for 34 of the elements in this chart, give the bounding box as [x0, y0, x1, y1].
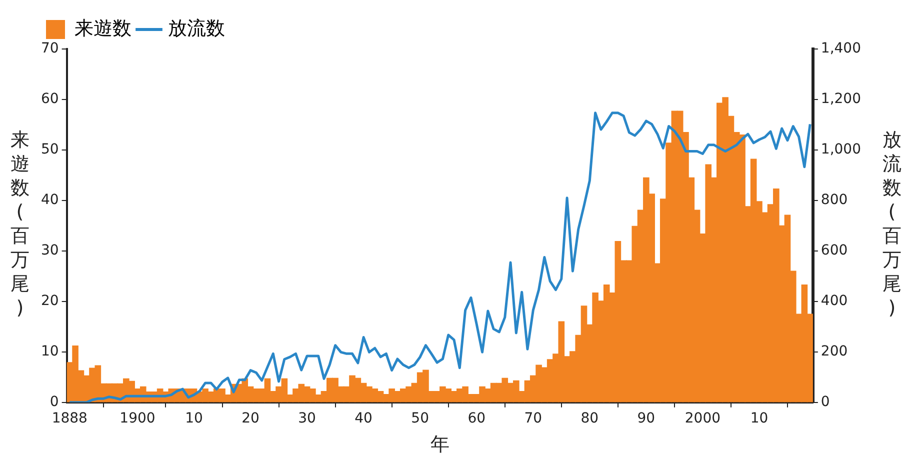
x-tick-label: 60 [468, 410, 486, 426]
y-tick-label: 0 [50, 394, 59, 410]
y-axis-title: 来遊数(百万尾) [10, 128, 30, 320]
x-tick-label: 1888 [52, 410, 88, 426]
y-tick-label: 60 [40, 91, 59, 108]
y2-tick-label: 600 [820, 242, 848, 259]
x-tick-label: 10 [750, 410, 768, 426]
y2-tick-label: 400 [820, 293, 848, 310]
y2-axis-title: 放流数(百万尾) [882, 128, 902, 320]
x-tick-label: 80 [580, 410, 599, 426]
x-tick-label: 2000 [684, 410, 721, 426]
x-tick-label: 90 [637, 410, 656, 426]
y2-tick-label: 800 [820, 192, 848, 208]
y2-tick-label: 1,400 [820, 40, 862, 57]
x-tick-label: 10 [185, 410, 203, 426]
y-tick-label: 70 [40, 40, 59, 57]
legend-label: 放流数 [168, 17, 225, 40]
y2-tick-label: 200 [820, 344, 848, 360]
x-tick-label: 40 [354, 410, 372, 426]
x-tick-label: 1900 [120, 410, 156, 426]
y-tick-label: 30 [40, 242, 59, 259]
y-tick-label: 50 [40, 142, 59, 158]
y2-tick-label: 0 [820, 394, 830, 410]
y-tick-label: 10 [40, 344, 59, 360]
x-tick-label: 30 [298, 410, 316, 426]
x-tick-label: 70 [524, 410, 542, 426]
x-tick-label: 50 [411, 410, 429, 426]
y-tick-label: 20 [40, 293, 59, 310]
x-tick-label: 20 [242, 410, 260, 426]
y-tick-label: 40 [40, 192, 59, 208]
legend-label: 来遊数 [74, 17, 132, 40]
y2-tick-label: 1,000 [820, 142, 862, 158]
x-axis-title: 年 [430, 434, 450, 456]
y2-tick-label: 1,200 [820, 91, 862, 108]
